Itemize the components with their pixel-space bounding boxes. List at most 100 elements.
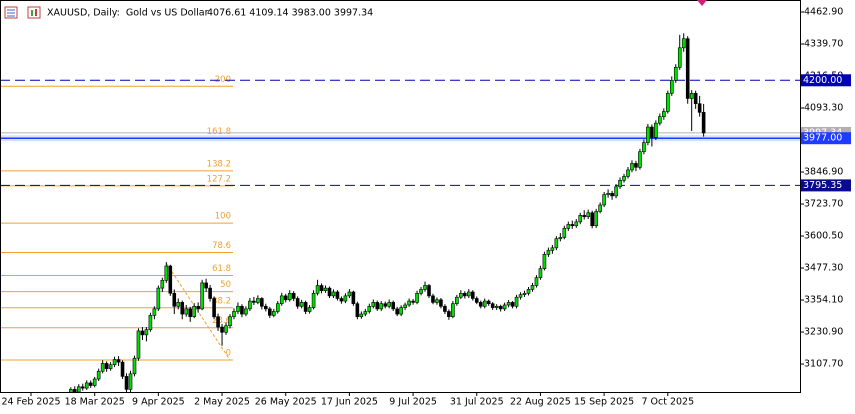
x-tick-label: 24 Feb 2025 bbox=[1, 397, 60, 408]
quote: 4076.61 4109.14 3983.00 3997.34 bbox=[207, 8, 373, 19]
candle-body bbox=[311, 292, 316, 308]
x-tick-label: 17 Jun 2025 bbox=[321, 397, 378, 408]
candle-body bbox=[299, 302, 304, 307]
candle-body bbox=[654, 122, 658, 138]
candle-body bbox=[267, 308, 272, 316]
candle-body bbox=[474, 298, 479, 303]
candle-body bbox=[216, 316, 220, 328]
candle-body bbox=[447, 311, 451, 317]
candle-body bbox=[128, 373, 133, 390]
candle-body bbox=[351, 291, 356, 304]
candle-body bbox=[455, 296, 459, 304]
candle-body bbox=[431, 295, 435, 303]
candle-body bbox=[156, 287, 161, 310]
candle-body bbox=[57, 409, 60, 414]
y-tick-label: 3107.70 bbox=[804, 359, 843, 370]
candle-body bbox=[136, 330, 141, 359]
candle-body bbox=[120, 361, 125, 377]
x-tick-label: 7 Oct 2025 bbox=[641, 397, 694, 408]
fib-label: 0 bbox=[226, 349, 231, 359]
x-tick-label: 9 Apr 2025 bbox=[132, 397, 185, 408]
y-tick-label: 3354.10 bbox=[804, 295, 843, 306]
candle-body bbox=[371, 302, 376, 307]
candle-body bbox=[570, 224, 575, 227]
candle-body bbox=[172, 292, 177, 307]
candle-body bbox=[606, 192, 610, 195]
candle-body bbox=[562, 228, 567, 238]
candle-body bbox=[614, 186, 618, 197]
candle-body bbox=[658, 116, 662, 124]
candle-body bbox=[184, 308, 189, 315]
candle-body bbox=[200, 282, 204, 310]
candle-body bbox=[630, 163, 634, 171]
candle-body bbox=[160, 280, 165, 289]
chart-title: XAUUSD, Daily: Gold vs US Dollar bbox=[47, 8, 209, 19]
header: XAUUSD, Daily: Gold vs US Dollar 4076.61… bbox=[4, 6, 373, 19]
candle-body bbox=[124, 376, 129, 390]
candle-body bbox=[530, 285, 535, 290]
candle-body bbox=[435, 299, 439, 303]
candle-body bbox=[104, 363, 109, 369]
candle-body bbox=[526, 289, 531, 294]
candle-body bbox=[626, 169, 630, 177]
candle-body bbox=[638, 151, 642, 168]
period-marker bbox=[697, 0, 707, 6]
y-tick-label: 4093.30 bbox=[804, 103, 843, 114]
candle-body bbox=[439, 299, 443, 307]
candle-body bbox=[594, 211, 598, 227]
fib-label: 50 bbox=[220, 280, 231, 290]
x-tick-label: 31 Jul 2025 bbox=[450, 397, 504, 408]
candle-body bbox=[180, 302, 185, 315]
fib-label: 78.6 bbox=[212, 241, 231, 251]
candle-body bbox=[534, 277, 539, 286]
icon bbox=[35, 9, 37, 16]
x-tick-label: 15 Sep 2025 bbox=[574, 397, 634, 408]
fib-label: 138.2 bbox=[207, 159, 231, 169]
candle-body bbox=[208, 287, 212, 299]
candle-body bbox=[343, 295, 348, 302]
candle-body bbox=[582, 215, 587, 217]
fib-label: 38.2 bbox=[212, 296, 231, 306]
icon bbox=[31, 10, 33, 16]
candle-body bbox=[407, 300, 411, 306]
icon[interactable] bbox=[27, 6, 41, 19]
candle-body bbox=[542, 254, 547, 269]
fib-label: 127.2 bbox=[207, 174, 231, 184]
y-tick-label: 3600.50 bbox=[804, 231, 843, 242]
candle-body bbox=[275, 303, 280, 312]
candle-body bbox=[423, 285, 427, 290]
candle-body bbox=[192, 305, 196, 317]
candle-body bbox=[244, 308, 248, 315]
candle-layer bbox=[57, 33, 706, 414]
x-tick-label: 18 Mar 2025 bbox=[65, 397, 125, 408]
y-tick-label: 3477.30 bbox=[804, 263, 843, 274]
candle-body bbox=[331, 291, 336, 297]
candle-body bbox=[646, 126, 650, 143]
candle-body bbox=[693, 92, 698, 104]
candle-body bbox=[502, 304, 507, 310]
candle-body bbox=[598, 204, 602, 212]
fib-label: 161.8 bbox=[207, 127, 231, 137]
fib-label: 61.8 bbox=[212, 264, 231, 274]
candle-body bbox=[279, 295, 284, 304]
candle-body bbox=[546, 250, 551, 255]
candle-body bbox=[482, 300, 487, 307]
candle-body bbox=[315, 285, 320, 294]
candle-body bbox=[168, 265, 173, 294]
x-tick-label: 9 Jul 2025 bbox=[389, 397, 437, 408]
y-tick-label: 4339.70 bbox=[804, 39, 843, 50]
candle-body bbox=[347, 291, 352, 297]
candle-body bbox=[303, 302, 308, 312]
candle-body bbox=[395, 308, 399, 315]
candle-body bbox=[642, 142, 646, 153]
fib-label: 23.6 bbox=[212, 316, 231, 326]
candle-body bbox=[100, 363, 105, 372]
candle-body bbox=[514, 296, 519, 307]
candle-body bbox=[387, 302, 392, 307]
candle-body bbox=[459, 292, 463, 298]
candle-body bbox=[116, 359, 121, 363]
candle-body bbox=[419, 289, 423, 294]
candle-body bbox=[323, 287, 328, 291]
candle-body bbox=[701, 112, 706, 134]
x-tick-label: 26 May 2025 bbox=[255, 397, 317, 408]
